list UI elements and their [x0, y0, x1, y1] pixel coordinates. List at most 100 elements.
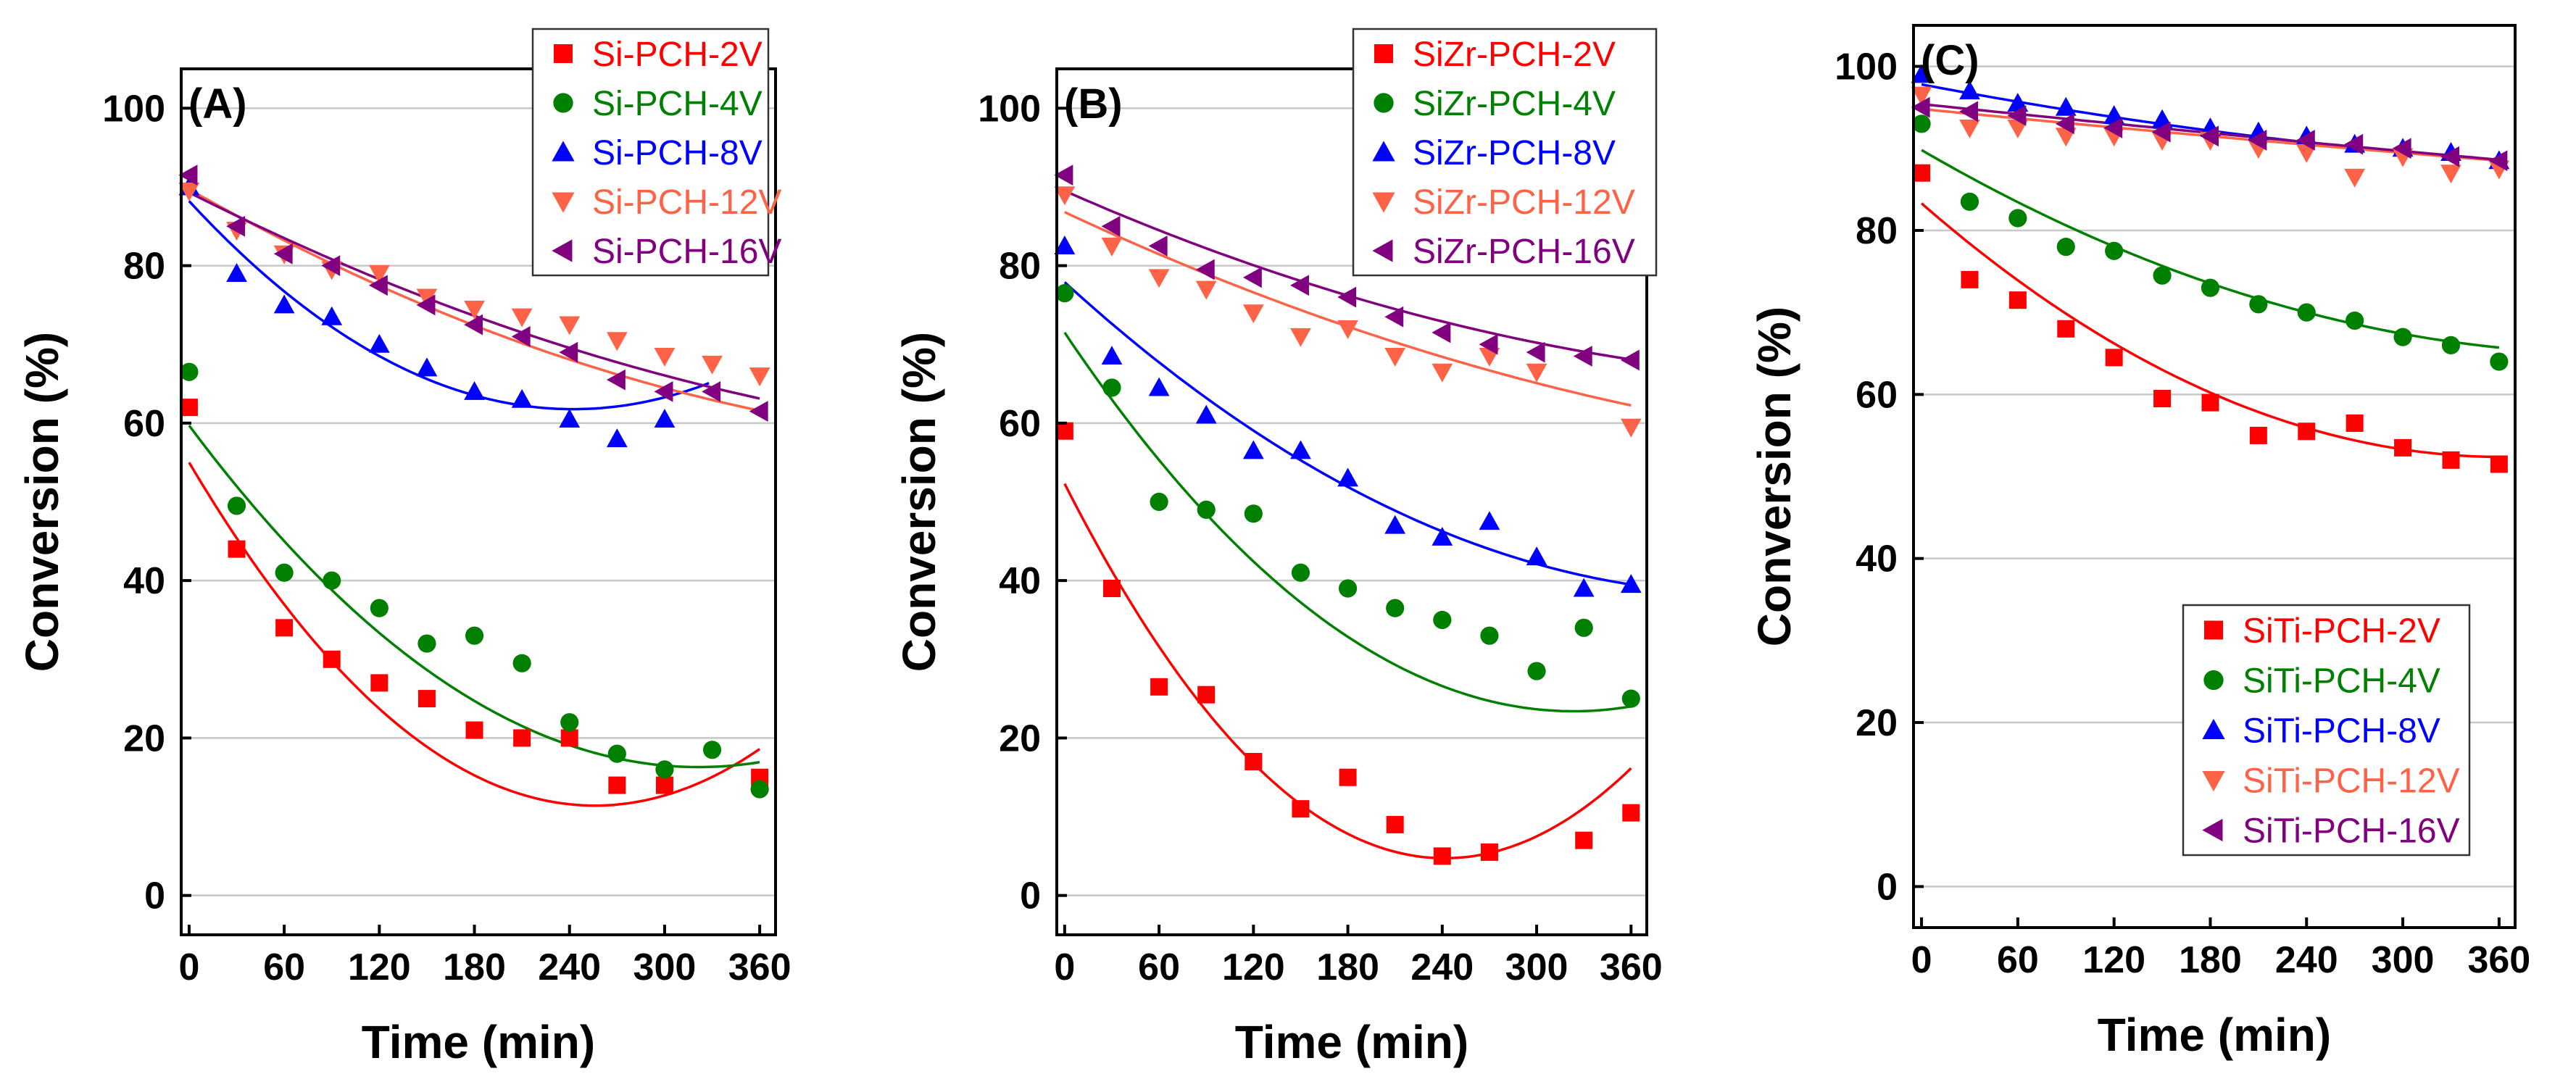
legend-marker: [1372, 141, 1395, 162]
data-point: [1432, 363, 1453, 383]
fit-line-si-pch-8v: [188, 200, 710, 411]
data-point: [1621, 689, 1640, 708]
panel-label: (A): [188, 80, 247, 128]
data-point: [2057, 320, 2075, 338]
data-point: [368, 275, 388, 296]
data-point: [1527, 662, 1546, 680]
legend-label: Si-PCH-2V: [592, 36, 763, 74]
series-siti-pch-4v: [1912, 114, 2509, 371]
legend-marker: [553, 93, 573, 113]
data-point: [1337, 286, 1357, 308]
data-point: [2105, 349, 2123, 367]
data-point: [2346, 311, 2364, 330]
series-sizr-pch-2v: [1055, 422, 1640, 865]
data-point: [1526, 546, 1547, 566]
data-point: [511, 325, 531, 347]
legend-label: SiTi-PCH-16V: [2243, 812, 2460, 851]
y-axis-title: Conversion (%): [1748, 307, 1800, 646]
data-point: [1480, 843, 1498, 861]
data-point: [321, 255, 341, 276]
legend-marker: [1372, 239, 1393, 262]
fit-line-si-pch-2v: [188, 462, 761, 807]
data-point: [749, 367, 770, 387]
x-axis-title: Time (min): [2098, 1009, 2331, 1061]
data-point: [1526, 363, 1547, 383]
x-tick-label: 60: [263, 946, 305, 988]
data-point: [2344, 133, 2364, 155]
data-point: [2440, 146, 2459, 167]
data-point: [1054, 186, 1076, 206]
series-sizr-pch-8v: [1054, 236, 1642, 597]
y-tick-label: 40: [1856, 538, 1898, 580]
data-point: [417, 690, 436, 708]
data-point: [2442, 451, 2460, 469]
data-point: [750, 780, 769, 799]
data-point: [2249, 295, 2268, 314]
data-point: [226, 263, 247, 282]
x-tick-label: 120: [2082, 939, 2145, 981]
data-point: [180, 399, 198, 417]
legend-label: SiTi-PCH-4V: [2243, 662, 2440, 701]
legend-marker: [554, 44, 573, 63]
data-point: [465, 721, 483, 739]
series-sizr-pch-12v: [1054, 186, 1642, 438]
data-point: [1245, 753, 1263, 770]
legend-box: [2182, 604, 2471, 857]
data-point: [608, 776, 626, 794]
data-point: [1620, 574, 1642, 594]
data-point: [275, 619, 294, 637]
data-point: [1386, 815, 1404, 833]
data-point: [1574, 618, 1593, 637]
legend-label: SiTi-PCH-2V: [2243, 612, 2440, 651]
data-point: [1573, 578, 1595, 597]
data-point: [1337, 467, 1358, 487]
legend-marker: [1374, 44, 1393, 63]
data-point: [178, 182, 200, 201]
y-tick-label: 100: [102, 88, 165, 130]
y-tick-label: 100: [978, 88, 1041, 130]
plot-frame: [1055, 67, 1648, 936]
fit-line-siti-pch-2v: [1920, 202, 2499, 459]
data-point: [1150, 678, 1168, 696]
data-point: [513, 729, 531, 747]
plot-frame: [1912, 24, 2517, 929]
legend: Si-PCH-2V Si-PCH-4V Si-PCH-8V Si-PCH-12V Si-…: [531, 28, 781, 277]
data-point: [1290, 275, 1309, 296]
data-point: [1101, 237, 1123, 257]
series-si-pch-8v: [178, 176, 676, 448]
x-tick-label: 0: [178, 946, 199, 988]
x-tick-label: 120: [1222, 946, 1285, 988]
data-point: [1960, 192, 1979, 211]
legend-marker: [1374, 93, 1394, 113]
data-point: [1055, 284, 1074, 303]
x-tick-label: 360: [2467, 939, 2530, 981]
fit-line-siti-pch-4v: [1921, 149, 2500, 349]
data-point: [417, 634, 436, 653]
data-point: [1433, 610, 1452, 630]
legend-label: SiTi-PCH-8V: [2243, 712, 2440, 751]
data-point: [1102, 378, 1121, 397]
data-point: [1148, 377, 1170, 396]
data-point: [2007, 105, 2027, 126]
x-tick-label: 120: [348, 946, 411, 988]
legend-marker: [2202, 718, 2225, 739]
legend-label: SiZr-PCH-2V: [1413, 36, 1616, 74]
data-point: [511, 388, 533, 408]
data-point: [1339, 768, 1357, 786]
legend-marker: [552, 239, 573, 262]
chart-panel-1: 0 60 120 180 240 300 360 0 20 40 60 80 100 Time (min)…: [16, 28, 792, 1068]
y-tick-label: 0: [1877, 866, 1898, 908]
legend-marker: [2203, 670, 2224, 691]
data-point: [321, 306, 343, 325]
data-point: [2055, 96, 2077, 116]
x-tick-label: 0: [1911, 939, 1932, 981]
data-point: [2392, 138, 2411, 159]
data-point: [2056, 237, 2075, 257]
y-tick-label: 60: [1856, 374, 1898, 416]
fit-line-sizr-pch-2v: [1063, 483, 1632, 860]
data-point: [1150, 492, 1168, 512]
y-tick-label: 60: [999, 403, 1041, 445]
data-point: [1101, 346, 1123, 365]
x-tick-label: 0: [1054, 946, 1075, 988]
